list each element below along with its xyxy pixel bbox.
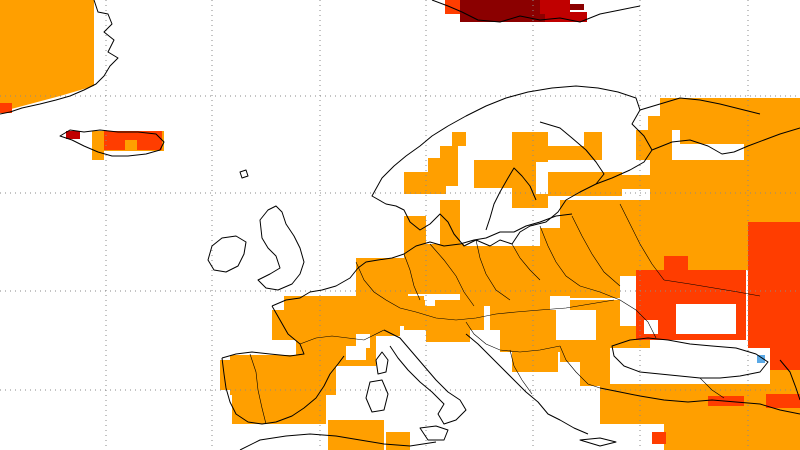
iberia-shading bbox=[220, 355, 410, 450]
greenland-strong-cell bbox=[0, 103, 12, 113]
gulf-of-bothnia-coast bbox=[485, 167, 537, 231]
iceland-coast bbox=[59, 129, 165, 157]
italy-coast bbox=[383, 329, 467, 425]
country-borders bbox=[249, 203, 761, 425]
iceland-shading bbox=[66, 131, 164, 160]
britain-coast bbox=[257, 205, 305, 291]
central-europe-shading bbox=[272, 228, 650, 386]
neutral-holes bbox=[346, 276, 770, 384]
corsica-coast bbox=[375, 351, 389, 375]
scandinavia-shading bbox=[404, 132, 652, 244]
finland-coast bbox=[539, 121, 605, 185]
kola-coast bbox=[651, 127, 800, 155]
black-sea-coast bbox=[611, 337, 769, 379]
faroes-coast bbox=[239, 169, 249, 179]
negative-anomaly-cell bbox=[757, 355, 765, 363]
sardinia-coast bbox=[365, 379, 389, 413]
balkans-coast bbox=[465, 333, 589, 435]
turkey-coast bbox=[599, 387, 800, 415]
crete-coast bbox=[579, 437, 617, 447]
svalbard-coast bbox=[431, 0, 641, 23]
sicily-coast bbox=[419, 425, 449, 441]
white-sea-coast bbox=[639, 97, 761, 115]
ireland-coast bbox=[207, 235, 247, 273]
mainland-coast bbox=[271, 213, 573, 307]
africa-coast bbox=[239, 433, 437, 450]
scandinavia-coast bbox=[371, 85, 653, 247]
greenland-coast bbox=[0, 0, 119, 115]
greenland-shading bbox=[0, 0, 94, 112]
biscay-coast bbox=[221, 305, 305, 359]
caspian-coast bbox=[779, 359, 800, 401]
iberia-coast bbox=[221, 355, 345, 425]
